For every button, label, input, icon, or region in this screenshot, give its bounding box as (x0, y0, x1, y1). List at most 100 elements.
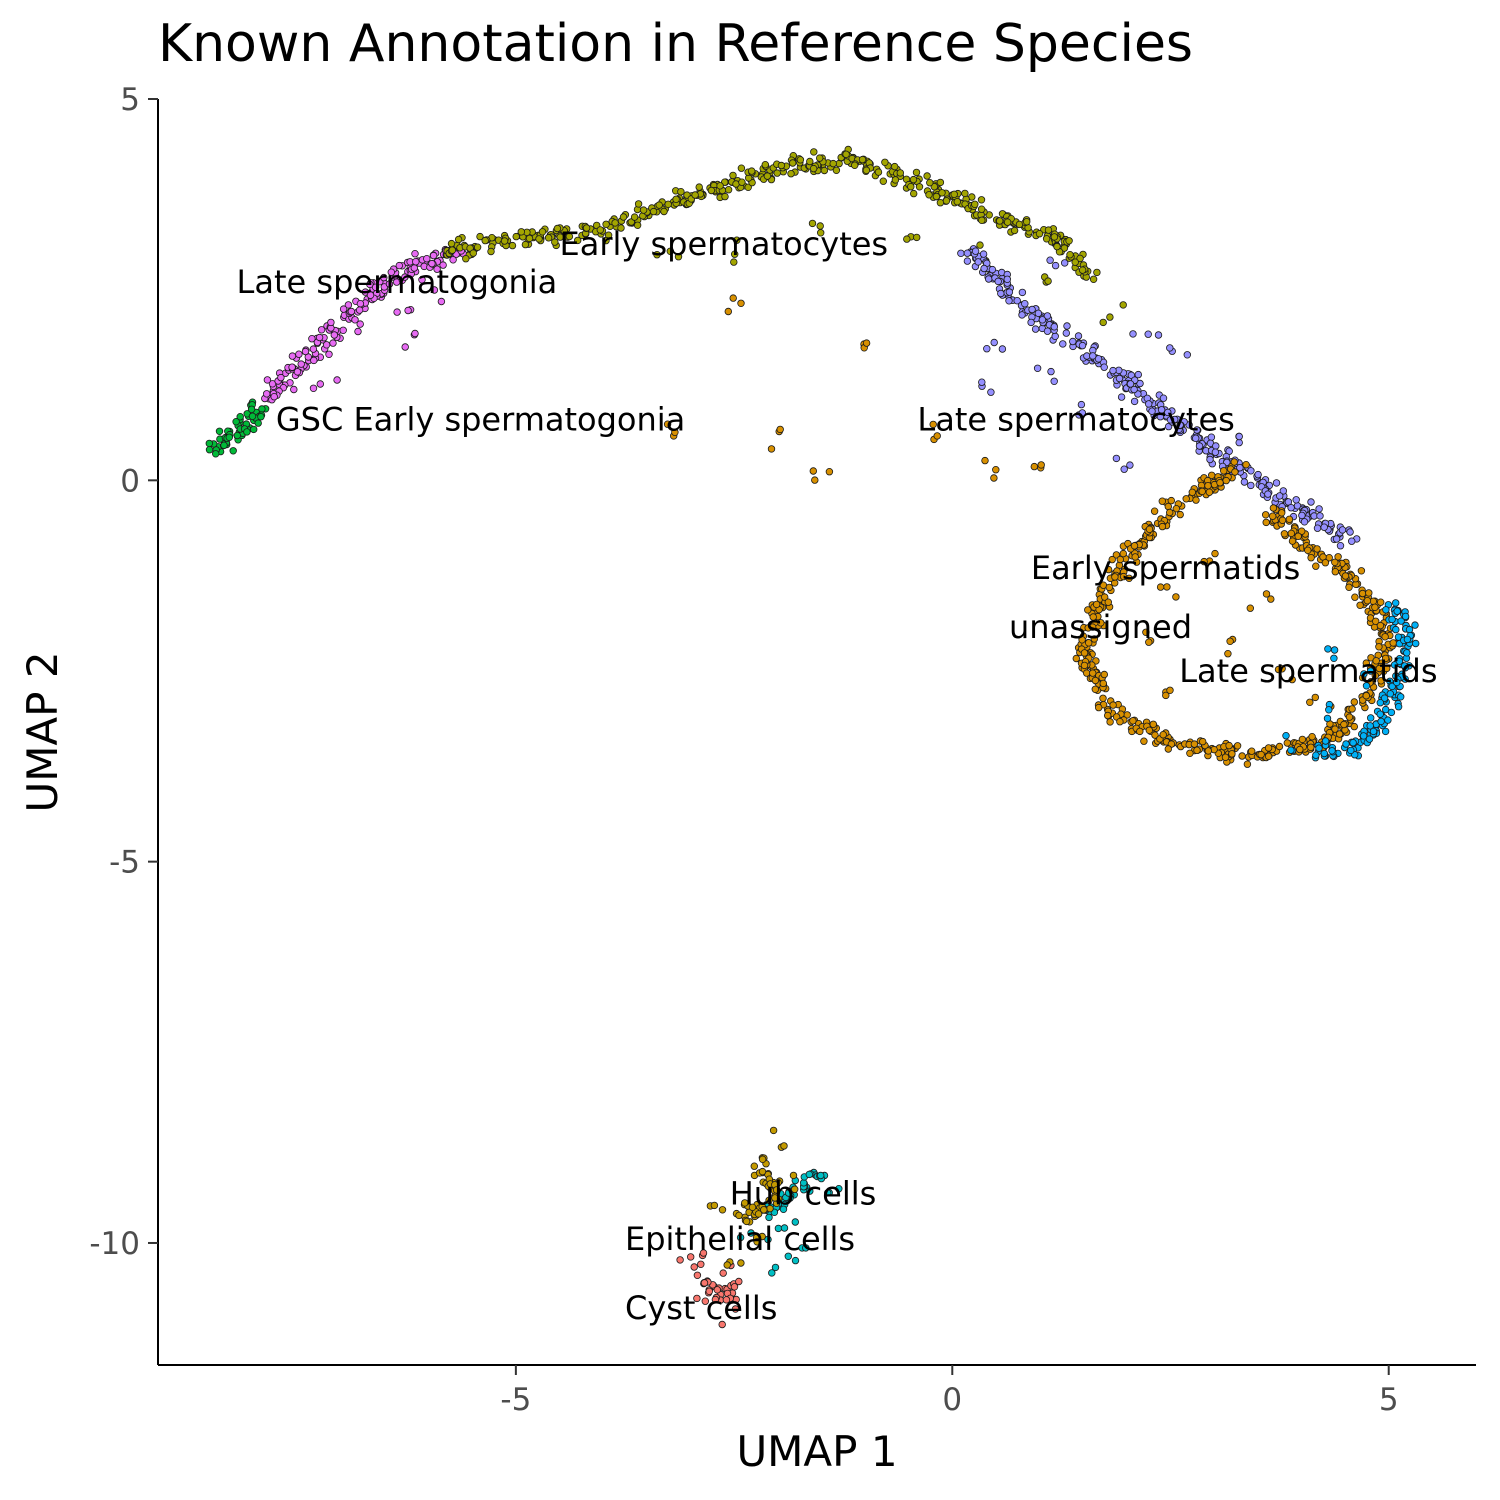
point (1080, 649, 1089, 657)
point (1341, 572, 1350, 580)
point (1198, 487, 1206, 496)
point (1089, 352, 1097, 360)
point (938, 189, 946, 197)
point (1269, 504, 1278, 512)
point (791, 1218, 799, 1226)
point (1235, 438, 1243, 447)
point (1347, 746, 1355, 755)
point (1145, 638, 1153, 646)
point (691, 191, 699, 199)
chart-title: Known Annotation in Reference Species (158, 14, 1194, 74)
point (1365, 589, 1373, 597)
point (1351, 593, 1359, 601)
point (1018, 311, 1026, 319)
point (1388, 615, 1396, 624)
point (1371, 672, 1379, 680)
point (1262, 590, 1271, 598)
point (721, 192, 729, 201)
point (1282, 732, 1290, 740)
point (909, 175, 918, 184)
point (1304, 546, 1312, 554)
point (553, 224, 562, 233)
point (433, 265, 441, 273)
cluster-label-hub-cells: Hub cells (730, 1174, 877, 1212)
point (963, 257, 972, 265)
point (1384, 716, 1392, 724)
point (1018, 288, 1027, 297)
point (277, 373, 285, 382)
series-gsc-early-spermatogonia (205, 398, 270, 458)
point (1038, 316, 1047, 324)
point (1005, 288, 1014, 296)
point (701, 1297, 709, 1305)
point (1158, 497, 1166, 505)
point (395, 261, 403, 270)
point (236, 413, 244, 421)
point (290, 385, 298, 394)
point (1129, 330, 1137, 338)
point (380, 273, 388, 282)
point (1296, 745, 1304, 754)
point (1159, 394, 1168, 402)
point (1112, 454, 1121, 463)
point (711, 1295, 720, 1304)
point (912, 168, 921, 177)
point (1046, 256, 1054, 264)
point (1145, 525, 1154, 533)
point (896, 169, 904, 177)
point (1183, 351, 1191, 359)
point (1357, 567, 1366, 575)
point (385, 280, 394, 288)
point (309, 384, 318, 392)
point (1140, 737, 1148, 745)
point (487, 247, 495, 256)
point (1313, 524, 1322, 532)
point (525, 234, 534, 243)
point (1090, 635, 1098, 643)
point (339, 305, 348, 313)
point (724, 307, 732, 316)
point (693, 1294, 701, 1303)
point (1403, 635, 1412, 644)
point (423, 255, 431, 263)
point (1331, 725, 1339, 733)
point (1389, 639, 1397, 647)
point (1166, 686, 1174, 694)
point (933, 432, 941, 440)
point (1312, 562, 1320, 570)
point (987, 388, 995, 396)
point (220, 441, 228, 449)
point (1224, 650, 1232, 658)
point (1193, 746, 1201, 754)
point (731, 1305, 740, 1313)
point (649, 207, 658, 216)
point (1078, 409, 1086, 417)
point (1334, 553, 1342, 561)
point (1150, 507, 1159, 515)
point (535, 235, 543, 243)
point (1307, 743, 1315, 751)
point (925, 191, 933, 199)
point (983, 345, 991, 353)
point (1264, 490, 1272, 498)
point (1360, 670, 1368, 678)
point (1078, 636, 1086, 644)
point (881, 158, 889, 166)
point (1119, 549, 1127, 558)
series-late-spermatocytes (957, 245, 1361, 550)
point (1091, 676, 1100, 685)
point (1297, 527, 1306, 535)
point (1396, 693, 1405, 701)
point (779, 1205, 788, 1213)
point (809, 467, 817, 475)
point (1164, 502, 1172, 511)
point (981, 456, 989, 465)
point (744, 183, 752, 191)
point (315, 333, 324, 342)
point (910, 189, 918, 198)
point (761, 160, 769, 169)
point (974, 258, 982, 266)
point (295, 350, 303, 358)
point (257, 413, 265, 421)
